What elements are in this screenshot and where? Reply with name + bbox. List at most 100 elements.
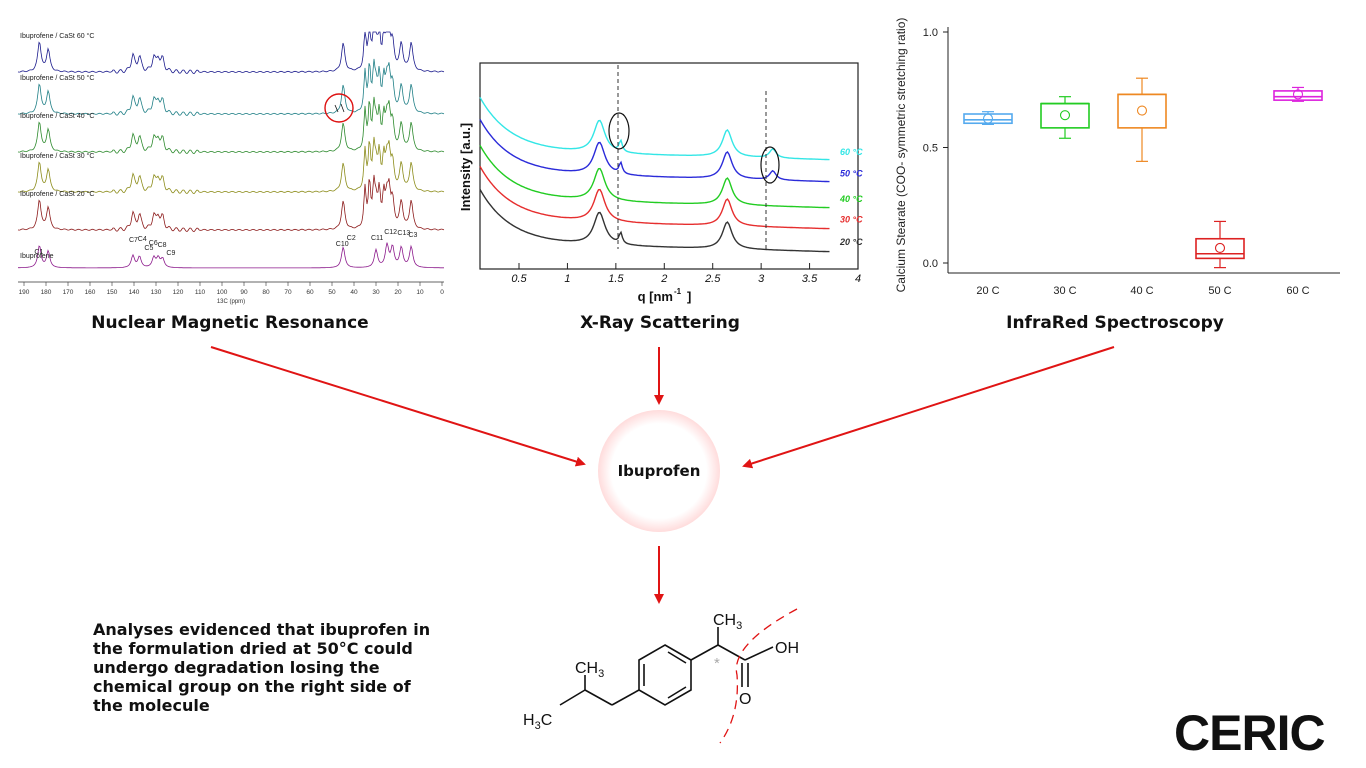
bond — [611, 689, 640, 706]
nmr-tick-label: 130 — [151, 289, 162, 296]
nmr-tick-label: 190 — [19, 289, 30, 296]
nmr-peak-label: C6 — [149, 240, 158, 247]
bond — [559, 689, 586, 706]
nmr-tick-label: 100 — [217, 289, 228, 296]
xray-series-label: 40 °C — [839, 194, 863, 204]
nmr-trace — [17, 58, 445, 117]
chiral-star: * — [714, 655, 720, 672]
xray-x-axis-label-exp: -1 — [674, 287, 682, 296]
xray-tick-label: 4 — [855, 273, 861, 285]
nmr-trace-label: Ibuprofene / CaSt 50 °C — [20, 74, 94, 82]
nmr-trace — [17, 174, 445, 233]
xray-tick-label: 1.5 — [608, 273, 624, 285]
xray-series-label: 50 °C — [840, 169, 863, 179]
nmr-tick-label: 140 — [129, 289, 140, 296]
nmr-tick-label: 50 — [328, 289, 336, 296]
xray-x-axis-label-close: ] — [687, 289, 691, 304]
nmr-peak-label: C10 — [336, 241, 349, 248]
xray-series-curve — [479, 189, 830, 253]
xray-highlight-ellipse — [760, 146, 780, 184]
nmr-trace — [17, 96, 445, 155]
nmr-trace-label: Ibuprofene — [20, 253, 54, 260]
ir-boxplot-panel: 1.0 0.5 0.0 20 C 30 C 40 C 50 C 60 C Calcium S… — [894, 18, 1340, 297]
xray-series-curve — [479, 97, 830, 161]
xray-plot-frame — [479, 62, 859, 270]
ring-double-bond — [667, 686, 687, 699]
nmr-tick-label: 10 — [416, 289, 424, 296]
oh-label: OH — [775, 640, 799, 657]
nmr-peak-label: C4 — [138, 236, 147, 243]
nmr-tick-label: 70 — [284, 289, 292, 296]
nmr-trace — [17, 31, 445, 75]
ir-x-tick-label: 20 C — [976, 285, 999, 297]
nmr-tick-label: 180 — [41, 289, 52, 296]
xray-series-label: 30 °C — [840, 215, 863, 225]
nmr-peak-label: C12 — [384, 229, 397, 236]
xray-tick-label: 3.5 — [802, 273, 818, 285]
ir-box-rect — [1195, 237, 1245, 260]
nmr-x-axis-label: 13C (ppm) — [217, 299, 245, 305]
xray-x-axis-label: q [nm — [638, 289, 673, 304]
ir-mean-marker — [1136, 105, 1148, 116]
ir-x-tick-label: 30 C — [1053, 285, 1076, 297]
nmr-trace-label: Ibuprofene / CaSt 30 °C — [20, 152, 94, 160]
ring-double-bond — [667, 651, 687, 664]
nmr-peak-label: C5 — [144, 245, 153, 252]
xray-tick-label: 3 — [758, 273, 765, 285]
nmr-peak-label: C11 — [371, 235, 383, 242]
ir-y-axis-label: Calcium Stearate (COO- symmetric stretch… — [894, 18, 908, 293]
nmr-tick-label: 80 — [262, 289, 270, 296]
bond — [584, 689, 613, 706]
nmr-tick-label: 170 — [63, 289, 74, 296]
xray-tick-label: 0.5 — [511, 273, 527, 285]
nmr-caption: Nuclear Magnetic Resonance — [91, 313, 369, 333]
ch3-left-label: CH3 — [575, 660, 604, 680]
ir-caption: InfraRed Spectroscopy — [1006, 313, 1224, 333]
xray-caption: X-Ray Scattering — [580, 313, 740, 333]
nmr-peak-label: C7 — [129, 237, 138, 244]
nmr-tick-label: 60 — [306, 289, 314, 296]
xray-y-axis-label: Intensity [a.u.] — [458, 123, 473, 211]
xray-tick-label: 1 — [564, 273, 570, 285]
ir-x-tick-label: 60 C — [1286, 285, 1309, 297]
xray-series-curve — [479, 145, 830, 209]
o-label: O — [739, 691, 751, 708]
arrow-ir-to-ibuprofen — [742, 346, 1115, 469]
nmr-tick-label: 20 — [394, 289, 402, 296]
ir-box — [1040, 96, 1090, 139]
nmr-tick-label: 40 — [350, 289, 358, 296]
nmr-tick-label: 0 — [440, 289, 444, 296]
nmr-peak-label: C13 — [397, 230, 410, 237]
ir-mean-marker — [1214, 242, 1226, 254]
nmr-highlight-circle — [324, 93, 354, 123]
nmr-peak-label: C3 — [408, 232, 417, 239]
nmr-tick-label: 160 — [85, 289, 96, 296]
ir-mean-marker — [982, 113, 994, 124]
xray-series-label: 60 °C — [840, 147, 863, 157]
xray-scattering-panel: 60 °C 50 °C 40 °C 30 °C 20 °C 0.5 1 1.5 2 2.5 3 3.… — [458, 62, 863, 304]
xray-series-curve — [479, 119, 830, 183]
xray-series-label: 20 °C — [839, 237, 863, 247]
ir-y-tick-label: 0.0 — [923, 258, 938, 270]
xray-series-curve — [479, 166, 830, 230]
h3c-label: H3C — [523, 712, 552, 732]
xray-tick-label: 2.5 — [704, 273, 721, 285]
nmr-spectrum-panel: Ibuprofene / CaSt 60 °C Ibuprofene / CaSt… — [17, 31, 445, 305]
nmr-trace-label: Ibuprofene / CaSt 60 °C — [20, 32, 94, 40]
ir-box-rect — [1273, 90, 1323, 101]
nmr-tick-label: 110 — [195, 289, 206, 296]
ir-mean-marker — [1292, 89, 1304, 100]
nmr-trace-label: Ibuprofene / CaSt 40 °C — [20, 112, 94, 120]
ceric-logo-text: CERIC — [1174, 705, 1325, 758]
bond — [717, 644, 746, 661]
ir-y-tick-label: 0.5 — [923, 143, 938, 155]
arrow-nmr-to-ibuprofen — [210, 346, 586, 467]
nmr-peak-label: C8 — [158, 242, 167, 249]
nmr-peak-label: C9 — [166, 250, 175, 257]
ir-box — [1117, 77, 1167, 162]
ibuprofen-node-label: Ibuprofen — [617, 462, 701, 480]
ir-x-tick-label: 50 C — [1208, 285, 1231, 297]
conclusion-text: Analyses evidenced that ibuprofen in the… — [93, 620, 431, 715]
ir-y-tick-label: 1.0 — [923, 27, 938, 39]
